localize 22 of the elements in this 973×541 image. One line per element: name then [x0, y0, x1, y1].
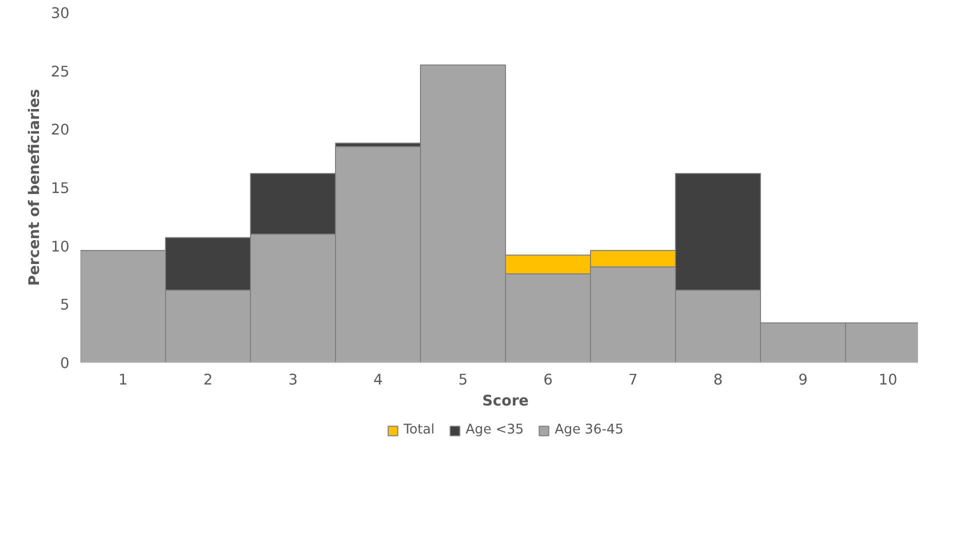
- legend-label: Age <35: [466, 422, 524, 438]
- y-tick-label: 30: [50, 5, 70, 22]
- y-tick-label: 20: [50, 122, 70, 139]
- y-tick-label: 25: [50, 63, 70, 80]
- x-tick-label: 5: [458, 372, 468, 388]
- x-tick-label: 8: [713, 372, 723, 388]
- y-axis-title: Percent of beneficiaries: [26, 88, 43, 286]
- x-tick-label: 1: [118, 372, 128, 388]
- y-tick-label: 10: [50, 238, 70, 256]
- x-axis-title: Score: [482, 392, 529, 410]
- x-tick-label: 9: [798, 372, 808, 388]
- legend-label: Age 36-45: [554, 422, 624, 438]
- x-tick-label: 10: [878, 372, 898, 388]
- x-tick-label: 6: [543, 372, 553, 388]
- x-tick-label: 3: [288, 372, 298, 388]
- x-tick-label: 7: [628, 372, 638, 388]
- y-tick-label: 15: [50, 180, 70, 197]
- x-tick-label: 4: [373, 372, 383, 388]
- y-tick-label: 5: [60, 296, 70, 314]
- x-tick-label: 2: [203, 372, 213, 388]
- legend-label: Total: [403, 422, 435, 438]
- y-tick-label: 0: [60, 355, 70, 372]
